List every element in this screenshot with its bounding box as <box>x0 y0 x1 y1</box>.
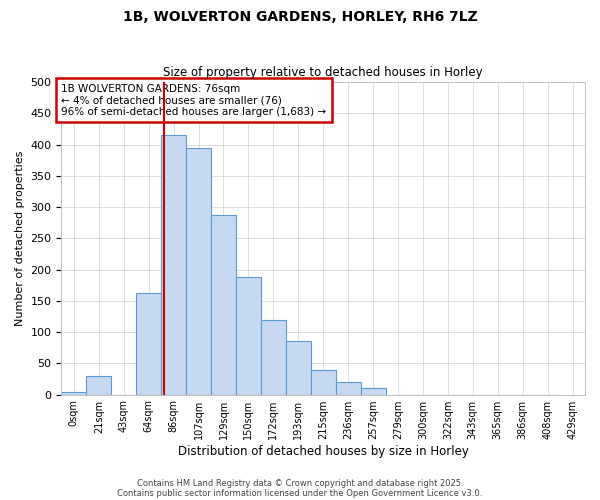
Bar <box>161 135 186 394</box>
Bar <box>236 277 261 394</box>
Title: Size of property relative to detached houses in Horley: Size of property relative to detached ho… <box>163 66 483 80</box>
Y-axis label: Number of detached properties: Number of detached properties <box>15 150 25 326</box>
Bar <box>335 382 361 394</box>
Bar <box>311 370 335 394</box>
Bar <box>261 320 286 394</box>
Bar <box>86 376 111 394</box>
Text: 1B WOLVERTON GARDENS: 76sqm
← 4% of detached houses are smaller (76)
96% of semi: 1B WOLVERTON GARDENS: 76sqm ← 4% of deta… <box>61 84 326 117</box>
Bar <box>136 292 161 394</box>
Text: Contains HM Land Registry data © Crown copyright and database right 2025.: Contains HM Land Registry data © Crown c… <box>137 478 463 488</box>
Text: 1B, WOLVERTON GARDENS, HORLEY, RH6 7LZ: 1B, WOLVERTON GARDENS, HORLEY, RH6 7LZ <box>122 10 478 24</box>
X-axis label: Distribution of detached houses by size in Horley: Distribution of detached houses by size … <box>178 444 469 458</box>
Bar <box>286 342 311 394</box>
Bar <box>211 215 236 394</box>
Bar <box>361 388 386 394</box>
Bar <box>61 392 86 394</box>
Bar <box>186 148 211 394</box>
Text: Contains public sector information licensed under the Open Government Licence v3: Contains public sector information licen… <box>118 488 482 498</box>
